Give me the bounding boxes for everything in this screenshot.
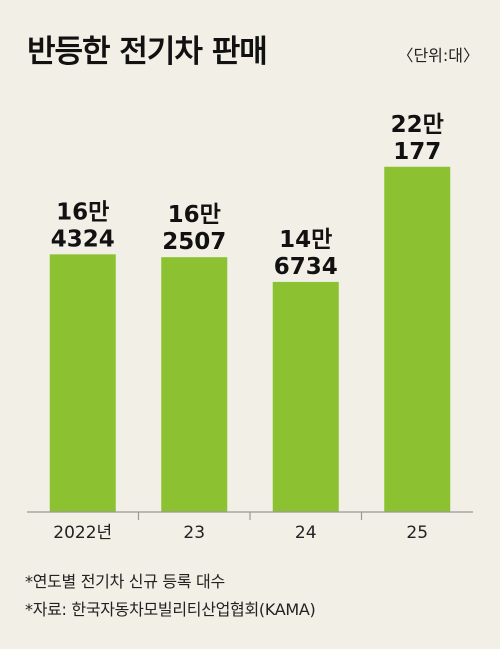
data-label-0-1: 4324	[51, 226, 115, 252]
x-tick-label-1: 23	[183, 523, 205, 543]
bar-0	[49, 254, 116, 512]
unit-label: 〈단위:대〉	[397, 46, 479, 65]
bars-layer	[49, 166, 451, 513]
x-ticks-layer: 2022년 23 24 25	[53, 512, 428, 543]
data-label-0-0: 16만	[56, 199, 109, 225]
x-tick-label-0: 2022년	[53, 523, 112, 543]
x-tick-label-3: 25	[406, 523, 428, 543]
bar-2	[272, 281, 339, 512]
data-label-3-1: 177	[393, 139, 441, 165]
footnote-definition: *연도별 전기차 신규 등록 대수	[25, 572, 225, 591]
data-label-1-1: 2507	[162, 229, 226, 255]
data-label-2-1: 6734	[274, 254, 338, 280]
data-label-3-0: 22만	[391, 112, 444, 138]
footnote-source: *자료: 한국자동차모빌리티산업협회(KAMA)	[25, 600, 316, 619]
chart-title: 반등한 전기차 판매	[27, 34, 268, 70]
data-label-2-0: 14만	[279, 227, 332, 253]
bar-1	[161, 257, 228, 512]
bar-3	[384, 166, 451, 513]
data-label-1-0: 16만	[168, 202, 221, 228]
x-tick-label-2: 24	[295, 523, 317, 543]
